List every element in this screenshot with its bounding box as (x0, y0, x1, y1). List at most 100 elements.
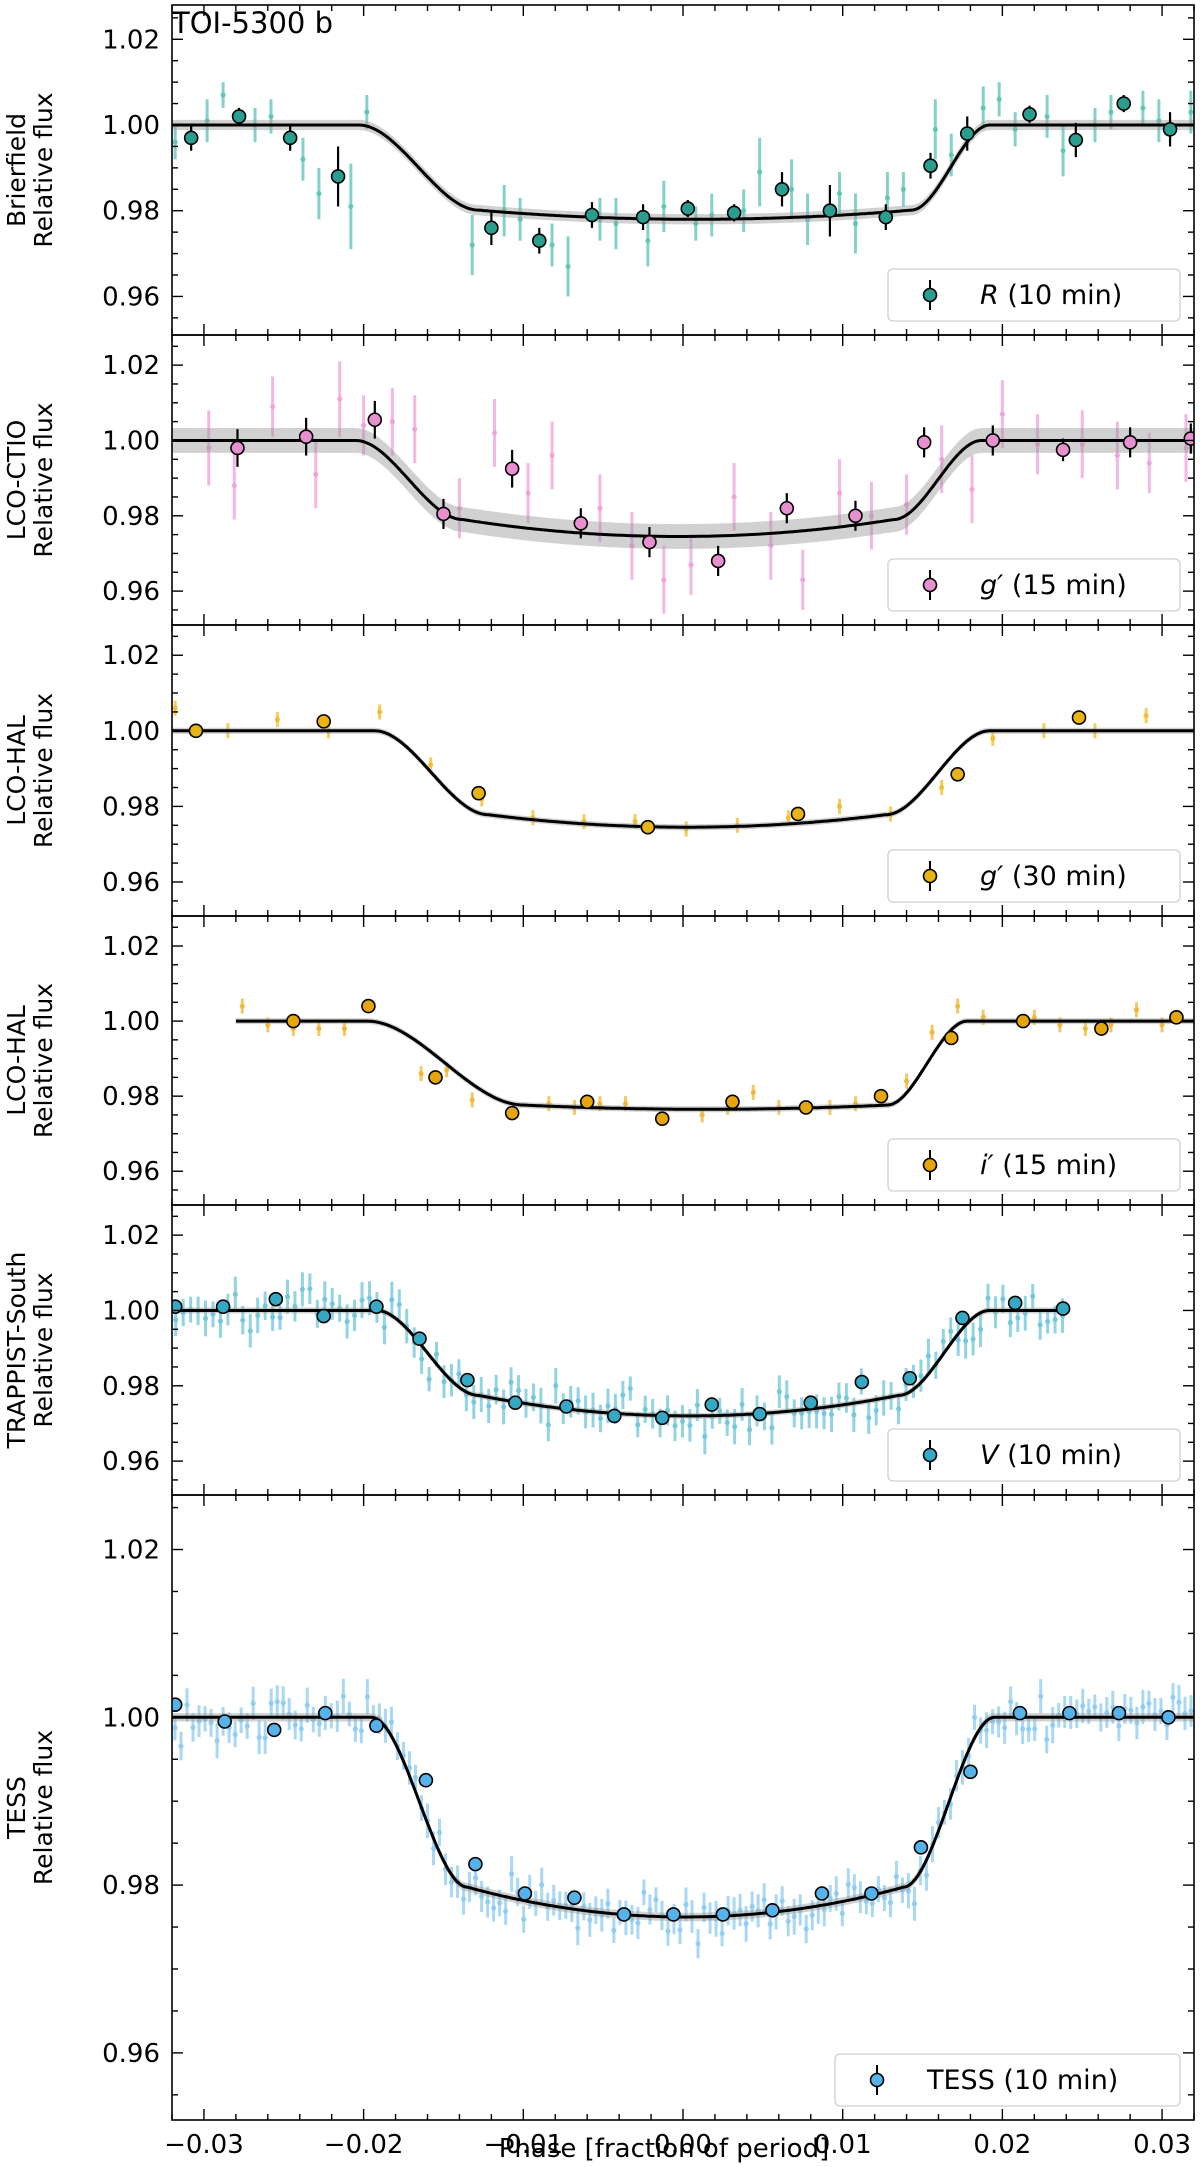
y-tick-label: 0.98 (102, 1082, 160, 1112)
raw-point (611, 1927, 617, 1934)
plot-area (172, 82, 1194, 297)
raw-point (983, 1727, 990, 1733)
raw-point (863, 1898, 869, 1905)
raw-point (184, 1702, 190, 1708)
raw-point (799, 1410, 805, 1417)
y-tick-label: 1.00 (102, 1703, 160, 1733)
binned-point (959, 126, 975, 141)
y-tick-label: 0.96 (102, 282, 160, 312)
raw-point (977, 1326, 984, 1332)
raw-point (277, 1315, 283, 1321)
binned-point (1007, 1295, 1023, 1311)
raw-point (341, 1025, 348, 1032)
raw-point (939, 456, 945, 462)
raw-point (702, 1433, 708, 1439)
raw-point (292, 1722, 298, 1728)
legend-box (887, 1138, 1181, 1192)
raw-point (316, 190, 322, 197)
raw-point (613, 220, 619, 227)
raw-point (262, 1303, 268, 1309)
raw-point (316, 1721, 322, 1727)
raw-point (750, 1089, 756, 1096)
raw-point (647, 1906, 653, 1913)
legend-label-cadence: (15 min) (994, 1150, 1118, 1181)
raw-point (641, 1889, 647, 1895)
raw-point (268, 1700, 274, 1706)
y-tick-label: 0.96 (102, 2039, 160, 2069)
raw-point (525, 490, 531, 496)
raw-point (1015, 1315, 1021, 1321)
binned-point (361, 998, 376, 1014)
raw-point (665, 1928, 671, 1934)
raw-point (1140, 1704, 1146, 1710)
y-axis-label-line2: Relative flux (29, 983, 58, 1138)
raw-point (1182, 1710, 1188, 1717)
y-axis-label-line1: Brierfield (2, 113, 31, 227)
plot-area (235, 998, 1194, 1126)
raw-point (418, 1071, 424, 1077)
raw-point (456, 505, 463, 511)
binned-point (183, 130, 199, 146)
y-axis-label-line1: LCO-HAL (2, 1005, 31, 1116)
binned-point (428, 1070, 443, 1085)
raw-point (828, 1411, 835, 1417)
raw-point (1092, 1704, 1098, 1710)
binned-point (985, 433, 1001, 448)
binned-point (504, 461, 520, 477)
binned-point (559, 1399, 574, 1414)
raw-point (232, 1731, 238, 1738)
binned-point (607, 1408, 622, 1424)
raw-point (426, 1376, 432, 1382)
raw-point (1044, 1736, 1050, 1743)
binned-point (317, 1705, 333, 1721)
raw-point (270, 403, 276, 410)
y-tick-label: 0.98 (102, 502, 160, 532)
raw-point (893, 1873, 900, 1879)
binned-point (765, 1902, 780, 1918)
raw-point (918, 1373, 924, 1379)
raw-point (208, 1720, 214, 1726)
raw-point (939, 784, 945, 791)
raw-point (433, 1351, 440, 1357)
raw-point (980, 105, 986, 111)
model-curve (172, 1715, 1194, 1919)
raw-point (549, 452, 555, 459)
raw-point (1188, 1708, 1194, 1714)
raw-point (509, 1871, 515, 1877)
raw-point (788, 186, 795, 192)
raw-point (517, 216, 523, 222)
raw-point (430, 1845, 437, 1852)
plot-area (172, 700, 1194, 837)
raw-point (1104, 1709, 1110, 1716)
y-tick-label: 0.96 (102, 577, 160, 607)
raw-point (428, 762, 434, 768)
raw-point (1045, 1318, 1051, 1325)
raw-point (316, 1025, 322, 1032)
legend-label-band: R (980, 280, 999, 311)
raw-point (231, 483, 237, 489)
raw-point (469, 1097, 475, 1103)
binned-point (369, 1718, 384, 1734)
legend-label-cadence: (30 min) (1003, 861, 1127, 892)
legend-label-band: g′ (980, 570, 1003, 601)
model-uncertainty-band (172, 727, 1194, 831)
raw-point (508, 1379, 514, 1385)
raw-point (769, 1425, 775, 1431)
raw-point (240, 1317, 246, 1323)
raw-point (1128, 1707, 1134, 1713)
y-tick-label: 0.98 (102, 792, 160, 822)
legend-marker (922, 1157, 938, 1173)
raw-point (1020, 1726, 1026, 1732)
raw-point (274, 1698, 280, 1705)
raw-point (839, 1910, 845, 1916)
raw-point (581, 1903, 587, 1909)
raw-point (337, 396, 343, 402)
raw-point (1114, 452, 1120, 459)
raw-point (1108, 1022, 1114, 1028)
y-tick-label: 1.02 (102, 1536, 160, 1566)
raw-point (719, 1930, 725, 1937)
raw-point (836, 803, 843, 810)
raw-point (232, 1291, 238, 1297)
y-tick-label: 0.98 (102, 1871, 160, 1901)
raw-point (255, 1312, 261, 1319)
